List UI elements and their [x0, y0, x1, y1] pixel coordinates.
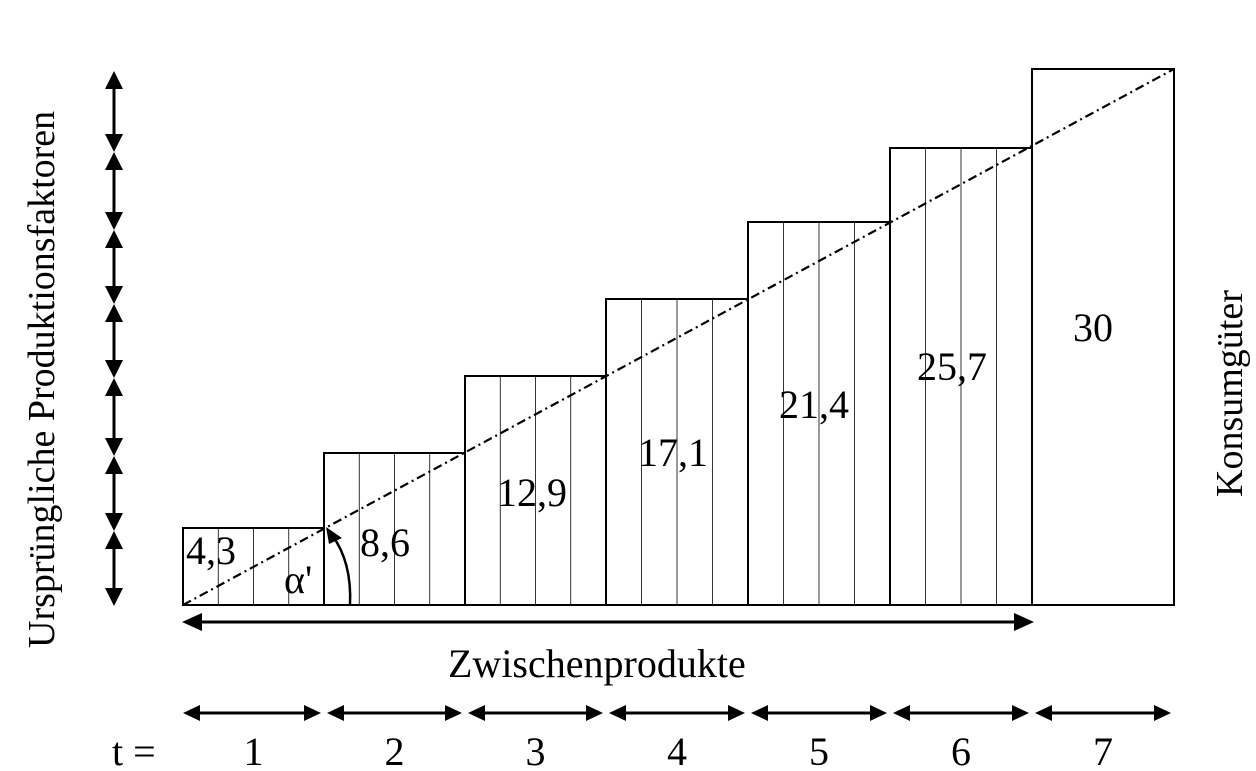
period-arrow-6	[893, 705, 1029, 721]
factor-arrows	[105, 71, 123, 606]
right-axis-label: Konsumgüter	[1209, 290, 1251, 497]
period-label: 6	[951, 729, 971, 771]
period-arrows	[183, 705, 1171, 721]
hatch-lines	[217, 149, 997, 604]
angle-label: α'	[284, 557, 312, 602]
period-arrow-1	[183, 705, 321, 721]
block-value-label: 30	[1073, 305, 1113, 350]
period-label: 7	[1093, 729, 1113, 771]
factor-arrow	[105, 378, 123, 456]
period-arrow-5	[751, 705, 887, 721]
stage-block-7	[1031, 68, 1175, 606]
period-arrow-7	[1035, 705, 1171, 721]
block-value-label: 12,9	[497, 470, 567, 515]
period-label: 4	[667, 729, 687, 771]
period-arrow-4	[609, 705, 745, 721]
block-value-label: 21,4	[779, 382, 849, 427]
period-label: 1	[244, 729, 264, 771]
period-arrow-3	[468, 705, 603, 721]
period-label: 2	[385, 729, 405, 771]
factor-arrow	[105, 456, 123, 531]
block-value-labels: 4,3 8,6 12,9 17,1 21,4 25,7 30	[186, 305, 1113, 573]
bottom-axis-label: Zwischenprodukte	[448, 641, 746, 686]
factor-arrow	[105, 152, 123, 230]
block-value-label: 4,3	[186, 528, 236, 573]
period-arrow-2	[327, 705, 462, 721]
period-label: 3	[526, 729, 546, 771]
factor-arrow	[105, 230, 123, 304]
time-prefix-label: t =	[112, 729, 156, 771]
factor-arrow	[105, 531, 123, 606]
block-value-label: 17,1	[638, 430, 708, 475]
angle-arrowhead	[326, 527, 342, 544]
intermediate-products-arrow	[182, 613, 1034, 631]
diagonal-dash-dot-line	[182, 68, 1175, 606]
left-axis-label: Ursprüngliche Produktionsfaktoren	[21, 111, 63, 648]
block-value-label: 8,6	[360, 520, 410, 565]
period-label: 5	[809, 729, 829, 771]
factor-arrow	[105, 304, 123, 378]
period-labels: 1 2 3 4 5 6 7	[244, 729, 1114, 771]
block-value-label: 25,7	[917, 344, 987, 389]
factor-arrow	[105, 71, 123, 152]
